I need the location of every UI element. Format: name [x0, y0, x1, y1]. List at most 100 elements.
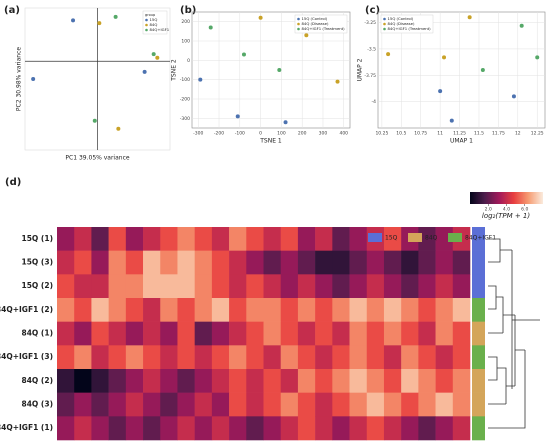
heatmap-cell: [74, 345, 92, 370]
heatmap-cell: [125, 345, 144, 370]
heatmap-cell: [57, 227, 75, 251]
heatmap-cell: [125, 227, 144, 251]
heatmap-cell: [108, 274, 127, 299]
heatmap-cell: [297, 416, 316, 441]
heatmap-cell: [435, 369, 454, 393]
heatmap-cell: [383, 416, 402, 441]
heatmap-cell: [435, 416, 454, 441]
group-legend-swatch: [368, 233, 382, 242]
heatmap-cell: [177, 274, 195, 299]
heatmap-cell: [280, 250, 299, 275]
heatmap-cell: [177, 416, 195, 441]
point: [519, 23, 524, 28]
colorbar-tick-label: 2.0: [485, 207, 492, 213]
x-tick-label: -100: [235, 131, 245, 137]
legend-swatch: [145, 23, 148, 27]
y-tick-label: -200: [180, 97, 190, 103]
legend-title: group: [145, 13, 156, 17]
heatmap-cell: [315, 392, 333, 417]
heatmap-cell: [194, 392, 213, 417]
heatmap-cell: [263, 369, 282, 393]
point: [142, 69, 147, 74]
row-label: 15Q (2): [22, 281, 54, 290]
legend-label: 15Q (Control): [388, 16, 414, 21]
heatmap-cell: [435, 321, 454, 346]
heatmap-cell: [177, 227, 195, 251]
panel-label: (c): [365, 5, 380, 16]
heatmap-cell: [383, 321, 402, 346]
y-tick-label: -3.25: [364, 20, 376, 26]
heatmap-cell: [246, 298, 264, 322]
heatmap-cell: [418, 392, 436, 417]
heatmap-cell: [246, 392, 264, 417]
heatmap-cell: [435, 345, 454, 370]
heatmap-cell: [108, 227, 127, 251]
heatmap-cell: [401, 274, 419, 299]
heatmap-cell: [315, 416, 333, 441]
heatmap-cell: [91, 298, 109, 322]
group-strip: [472, 227, 485, 251]
heatmap-cell: [143, 345, 161, 370]
x-tick-label: 12: [515, 131, 521, 137]
heatmap-cell: [160, 392, 178, 417]
x-tick-label: 200: [298, 131, 307, 137]
heatmap-cell: [263, 227, 282, 251]
heatmap-cell: [194, 345, 213, 370]
legend-box: [142, 10, 168, 35]
heatmap-cell: [383, 392, 402, 417]
heatmap-cell: [315, 274, 333, 299]
heatmap-cell: [108, 250, 127, 275]
heatmap-cell: [418, 274, 436, 299]
heatmap-cell: [435, 392, 454, 417]
heatmap-cell: [366, 274, 385, 299]
heatmap-cell: [418, 298, 436, 322]
heatmap-cell: [418, 227, 436, 251]
heatmap-cell: [108, 298, 127, 322]
legend-swatch: [383, 17, 386, 21]
heatmap-cell: [211, 321, 230, 346]
heatmap-cell: [366, 345, 385, 370]
heatmap-cell: [125, 392, 144, 417]
heatmap-cell: [297, 369, 316, 393]
heatmap-cell: [211, 392, 230, 417]
legend-label: 84Q+IGF1 (Treatment): [388, 26, 432, 31]
heatmap-cell: [401, 416, 419, 441]
legend-label: 84Q (Disease): [388, 21, 415, 26]
heatmap-cell: [263, 345, 282, 370]
x-tick-label: 11: [437, 131, 443, 137]
heatmap-cell: [143, 369, 161, 393]
heatmap-cell: [160, 298, 178, 322]
heatmap-cell: [211, 345, 230, 370]
heatmap-cell: [143, 274, 161, 299]
point: [258, 15, 263, 20]
heatmap-cell: [332, 392, 350, 417]
heatmap-cell: [177, 250, 195, 275]
point: [113, 14, 118, 19]
heatmap-cell: [246, 227, 264, 251]
point: [449, 118, 454, 123]
group-legend-swatch: [448, 233, 462, 242]
heatmap-cell: [125, 274, 144, 299]
heatmap-cell: [366, 250, 385, 275]
heatmap-cell: [125, 298, 144, 322]
plot-area: [377, 11, 546, 129]
heatmap-cell: [91, 369, 109, 393]
heatmap-cell: [332, 274, 350, 299]
heatmap-cell: [160, 250, 178, 275]
heatmap-cell: [160, 321, 178, 346]
group-strip: [472, 321, 485, 346]
heatmap-cell: [418, 321, 436, 346]
y-tick-label: 200: [181, 19, 190, 25]
heatmap-cell: [297, 274, 316, 299]
heatmap-cell: [160, 345, 178, 370]
point: [155, 55, 160, 60]
heatmap-cell: [263, 298, 282, 322]
heatmap-cell: [383, 250, 402, 275]
heatmap-cell: [194, 416, 213, 441]
heatmap-cell: [211, 369, 230, 393]
point: [92, 118, 97, 123]
heatmap-cell: [246, 321, 264, 346]
heatmap-cell: [452, 416, 471, 441]
heatmap-cell: [366, 416, 385, 441]
point: [304, 33, 309, 38]
